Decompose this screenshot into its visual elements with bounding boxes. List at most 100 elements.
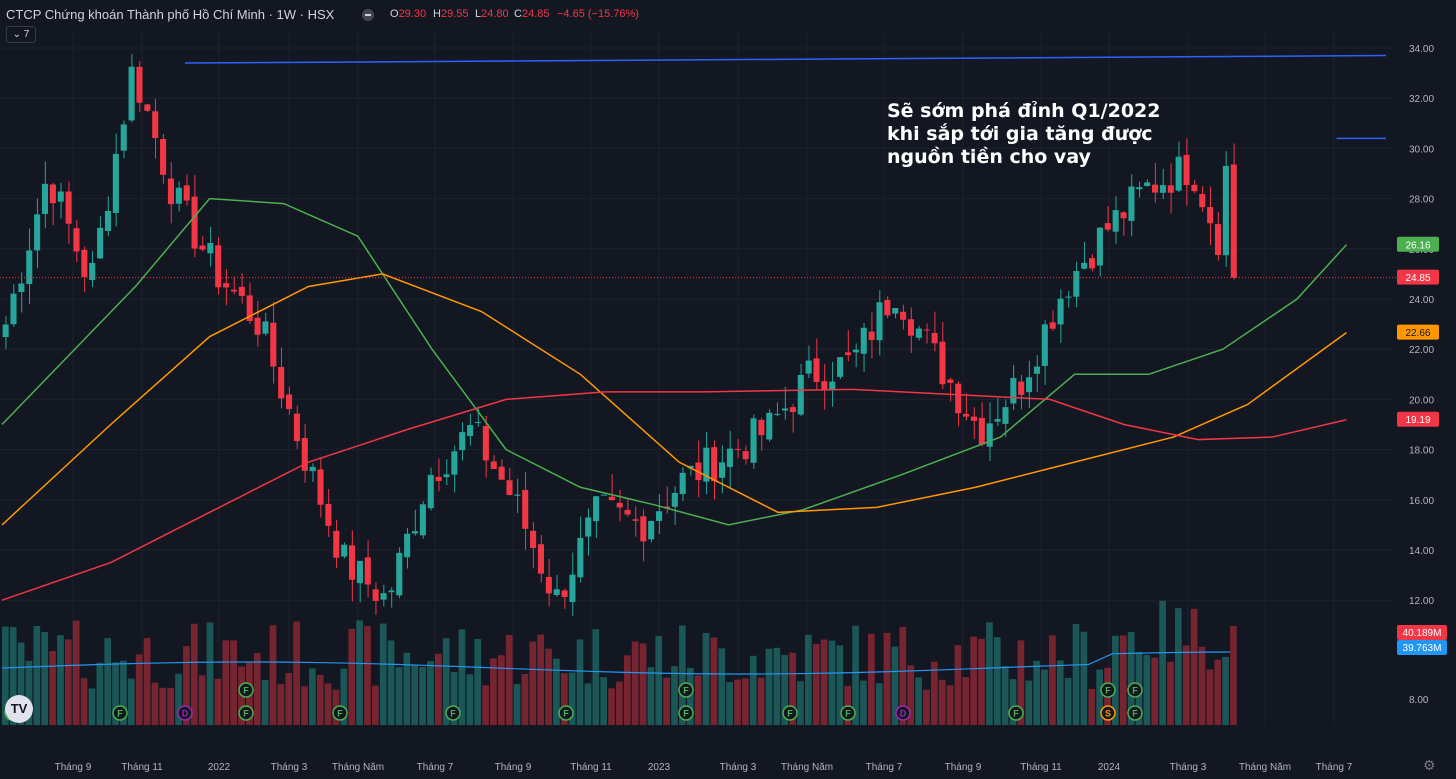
volume-bar [915, 677, 922, 725]
candle-body [1159, 185, 1166, 193]
candle-body [364, 557, 371, 585]
candle-body [876, 302, 883, 341]
volume-bar [1088, 688, 1096, 725]
volume-bar [616, 681, 623, 725]
volume-bar [836, 645, 844, 725]
volume-bar [1214, 659, 1222, 725]
volume-bar [1041, 669, 1048, 725]
ohlc-low: L24.80 [475, 8, 509, 20]
indicator-toggle-button[interactable]: ⌄ 7 [6, 26, 36, 43]
volume-bar [962, 676, 970, 725]
candle-body [293, 413, 300, 442]
volume-bar [293, 621, 300, 725]
market-status-icon[interactable] [362, 9, 374, 21]
candle-body [1199, 193, 1206, 208]
volume-bar [1009, 679, 1017, 725]
volume-bar [316, 674, 324, 725]
candle-body [600, 494, 607, 496]
candle-body [459, 432, 466, 451]
volume-bar [529, 641, 537, 725]
candle-body [750, 418, 757, 463]
volume-bar [710, 637, 718, 725]
volume-bar [411, 665, 419, 725]
candle-body [931, 333, 938, 344]
ma-price-label-bg [1397, 236, 1439, 252]
event-marker-icon [1127, 705, 1143, 721]
volume-ma-line [1, 651, 1231, 675]
volume-bar [474, 639, 482, 725]
y-tick-label: 22.00 [1409, 345, 1434, 356]
x-tick-label: Tháng Năm [781, 762, 833, 773]
symbol-title[interactable]: CTCP Chứng khoán Thành phố Hồ Chí Minh ·… [6, 7, 335, 22]
candle-body [128, 66, 135, 121]
candle-body [1089, 258, 1096, 269]
volume-bar [1182, 645, 1190, 725]
volume-bar [49, 651, 56, 725]
volume-bar [600, 677, 607, 725]
volume-bar [875, 683, 883, 725]
candle-body [112, 153, 119, 213]
volume-bar [17, 642, 25, 725]
event-marker-icon [895, 705, 911, 721]
volume-ma-label: 39.763M [1403, 643, 1442, 654]
candle-body [380, 593, 387, 600]
candle-body [404, 533, 411, 558]
volume-bar [301, 686, 308, 725]
candle-body [569, 574, 576, 603]
event-marker-label: F [1132, 709, 1138, 719]
volume-bar [930, 661, 938, 725]
volume-bar [64, 639, 72, 725]
candle-body [852, 349, 859, 353]
candle-body [254, 317, 261, 335]
y-tick-label: 8.00 [1409, 695, 1429, 706]
candle-body [18, 283, 25, 293]
candle-body [813, 358, 820, 382]
candle-body [57, 191, 64, 202]
candle-body [262, 321, 269, 334]
volume-bar [419, 666, 426, 725]
candle-body [593, 496, 600, 522]
volume-bar [9, 627, 17, 725]
chart-annotation-text: nguồn tiền cho vay [887, 145, 1092, 168]
volume-bar [379, 623, 387, 725]
event-marker-icon [238, 705, 254, 721]
candle-body [1230, 164, 1237, 278]
y-tick-label: 24.00 [1409, 295, 1434, 306]
volume-bar [1064, 677, 1072, 725]
volume-bar [434, 653, 442, 725]
event-marker-icon [678, 682, 694, 698]
volume-bar [1167, 661, 1174, 725]
event-marker-icon [238, 682, 254, 698]
event-marker-label: F [243, 686, 249, 696]
volume-bar [1001, 666, 1009, 725]
candle-body [774, 413, 781, 415]
candle-body [34, 214, 41, 251]
tradingview-logo-icon[interactable]: TV [5, 695, 33, 723]
volume-bar [891, 646, 899, 725]
event-marker-label: F [1013, 709, 1019, 719]
candle-body [726, 448, 733, 467]
volume-bar [584, 683, 592, 725]
gear-icon[interactable]: ⚙ [1423, 757, 1436, 773]
candle-body [199, 245, 206, 250]
volume-bar [356, 620, 363, 725]
x-tick-label: Tháng 9 [495, 762, 532, 773]
volume-bar [25, 660, 33, 725]
volume-bar [1206, 669, 1214, 725]
candle-body [443, 474, 450, 478]
candle-body [892, 308, 899, 314]
candle-body [1065, 296, 1072, 298]
volume-bar [2, 626, 9, 725]
candle-body [230, 289, 237, 292]
y-tick-label: 32.00 [1409, 94, 1434, 105]
candle-body [640, 516, 647, 542]
candle-body [207, 243, 214, 254]
volume-label-bg [1397, 625, 1447, 640]
candle-body [844, 352, 852, 356]
event-marker-icon [332, 705, 348, 721]
candle-body [994, 419, 1001, 422]
ma-price-label-bg [1397, 411, 1439, 427]
candle-body [1033, 366, 1040, 374]
candle-body [1049, 322, 1056, 329]
